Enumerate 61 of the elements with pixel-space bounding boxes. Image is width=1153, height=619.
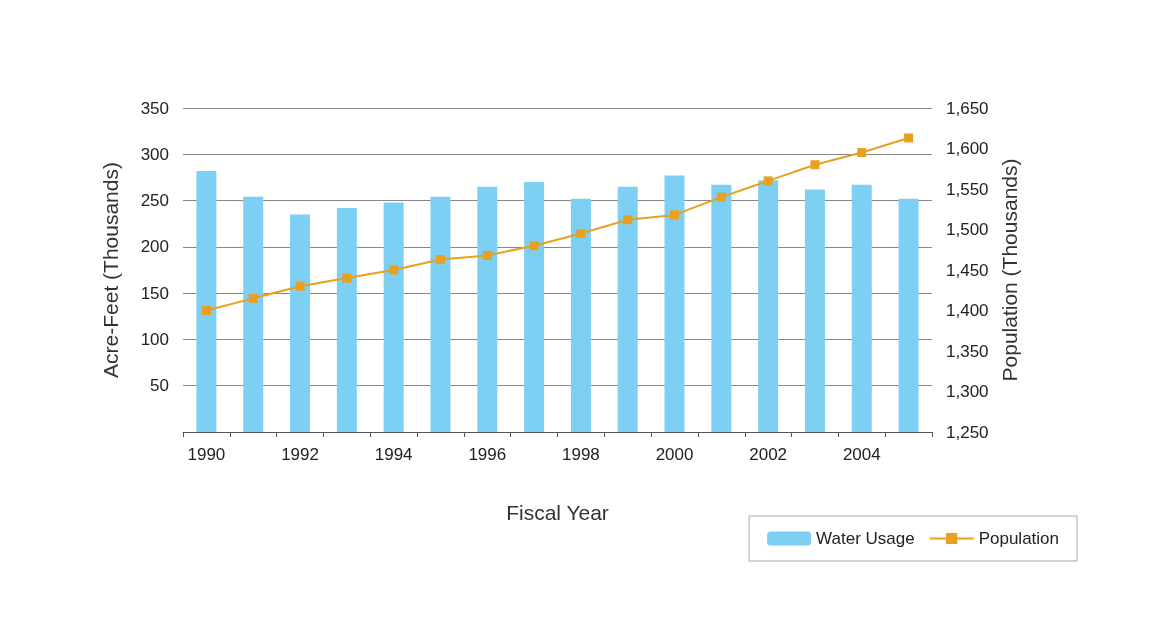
legend-label: Water Usage: [816, 529, 915, 548]
bar: [617, 186, 638, 432]
x-tick-label: 1992: [281, 445, 319, 464]
y-tick-label: 250: [140, 191, 169, 211]
point: [342, 273, 352, 283]
y2-axis-title: Population (Thousands): [998, 158, 1022, 382]
x-tick-label: 2002: [749, 445, 788, 464]
point: [576, 229, 586, 239]
y-tick-label: 100: [140, 329, 169, 349]
bar: [196, 170, 217, 432]
y2-tick-label: 1,600: [946, 139, 989, 158]
bar: [430, 196, 451, 432]
x-tick-label: 2000: [655, 445, 694, 464]
point: [435, 254, 445, 264]
point: [763, 176, 773, 186]
y-axis-title: Acre-Feet (Thousands): [99, 162, 122, 378]
point: [716, 192, 726, 202]
y2-tick-label: 1,500: [946, 220, 989, 239]
y2-tick-label: 1,350: [946, 341, 989, 361]
point: [623, 215, 633, 225]
bar: [711, 184, 732, 432]
x-axis-title: Fiscal Year: [506, 501, 609, 524]
point: [201, 306, 211, 315]
bar: [804, 189, 825, 432]
bar: [851, 184, 872, 432]
x-tick-label: 1994: [374, 445, 413, 464]
bar: [477, 186, 498, 432]
bar: [290, 214, 311, 432]
bar: [243, 196, 264, 432]
y2-tick-label: 1,400: [946, 301, 989, 320]
bar: [898, 198, 919, 432]
x-tick-label: 1990: [187, 445, 226, 464]
point: [857, 148, 867, 158]
point: [529, 241, 539, 251]
bar: [383, 202, 404, 432]
y-tick-label: 350: [140, 98, 169, 118]
y-tick-label: 300: [140, 144, 169, 164]
x-tick-label: 1998: [561, 445, 600, 464]
x-tick-label: 1996: [468, 445, 507, 464]
y2-tick-label: 1,450: [946, 260, 989, 280]
x-tick-label: 2004: [842, 445, 881, 464]
bar: [524, 182, 545, 432]
y2-tick-label: 1,250: [946, 422, 989, 442]
y2-tick-label: 1,300: [946, 382, 989, 401]
bar: [336, 207, 357, 432]
bar: [570, 198, 591, 432]
y-tick-label: 50: [150, 376, 169, 396]
point: [904, 133, 914, 143]
bar: [664, 175, 685, 432]
y-tick-label: 200: [140, 237, 169, 257]
bar: [758, 180, 779, 432]
point: [482, 250, 492, 260]
point: [670, 210, 680, 220]
point: [295, 281, 305, 291]
y2-tick-label: 1,550: [946, 179, 989, 199]
y2-tick-label: 1,650: [946, 98, 989, 118]
point: [248, 293, 258, 303]
y-tick-label: 150: [140, 283, 169, 303]
point: [389, 265, 399, 275]
legend-label: Population: [978, 529, 1059, 548]
point: [810, 160, 820, 170]
